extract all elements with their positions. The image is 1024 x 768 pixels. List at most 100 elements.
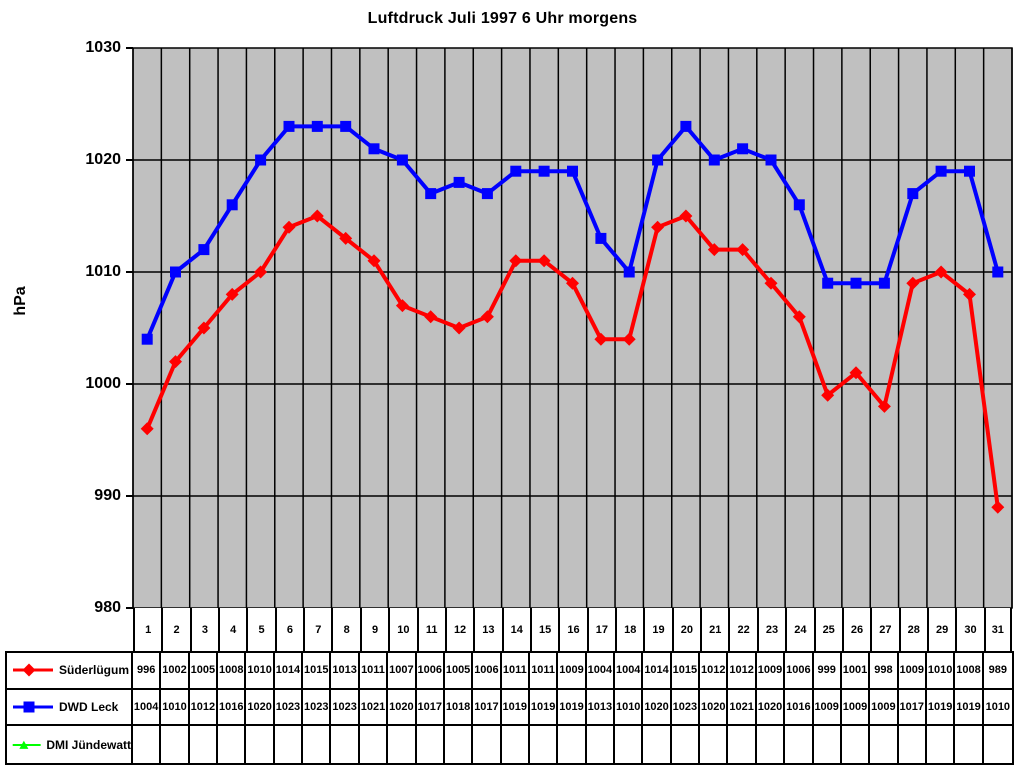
table-value-cell: 1019 [529,689,559,727]
table-value-cell: 1019 [955,689,984,727]
table-value-cell: 1013 [586,689,616,727]
marker-square [992,266,1004,278]
table-value-cell: 1012 [189,689,219,727]
marker-diamond [849,366,863,380]
x-axis-day-label: 8 [331,608,359,651]
table-value-cell [814,726,842,763]
x-axis-day-label: 14 [501,608,530,651]
marker-square [680,120,692,132]
marker-square [510,165,522,177]
marker-square [623,266,635,278]
x-axis-day-label: 24 [785,608,813,651]
marker-diamond [282,220,296,234]
table-value-cell: 1004 [586,653,616,690]
marker-square [935,165,947,177]
marker-square [396,154,408,166]
table-value-cell: 1007 [388,653,417,690]
marker-square [170,266,181,278]
table-value-cell: 989 [983,653,1012,690]
marker-square [907,188,919,200]
marker-square [708,154,720,166]
series-name: Süderlügum [59,663,130,678]
marker-square [878,277,890,289]
series-name: DWD Leck [59,699,119,714]
y-tick-label: 1030 [85,39,121,56]
marker-diamond [22,663,36,677]
table-value-cell: 1010 [246,653,275,690]
marker-diamond [197,321,211,335]
x-axis-day-label: 2 [161,608,189,651]
series-name: DMI Jündewatt [46,737,131,752]
marker-diamond [395,299,409,313]
table-value-cell: 1006 [416,653,445,690]
x-axis-day-label: 7 [303,608,331,651]
marker-diamond [424,310,438,324]
marker-square [793,199,805,211]
y-tick-label: 980 [94,599,121,616]
marker-diamond [679,209,693,223]
marker-square [595,232,607,244]
marker-diamond [509,254,523,268]
x-axis-day-label: 23 [756,608,785,651]
y-tick-label: 1000 [85,375,121,392]
table-value-cell [275,726,304,763]
table-value-cell [360,726,389,763]
table-value-cell [331,726,360,763]
marker-square [453,176,465,188]
x-axis-day-label: 21 [700,608,728,651]
x-axis-day-label: 19 [643,608,671,651]
table-value-cell: 1013 [331,653,360,690]
table-value-cell: 1014 [643,653,672,690]
legend-item: Süderlügum [7,653,133,690]
table-value-cell: 1009 [841,689,871,727]
table-value-cell: 1019 [558,689,587,727]
marker-square [850,277,862,289]
table-value-cell: 1020 [756,689,786,727]
marker-square [964,165,975,177]
table-value-cell: 1017 [473,689,502,727]
table-value-cell [700,726,729,763]
table-value-cell: 1017 [416,689,445,727]
marker-diamond [651,220,665,234]
table-value-cell: 1005 [444,653,474,690]
plot-area [133,48,1012,608]
y-tick-label: 990 [94,487,121,504]
marker-diamond [736,243,750,257]
table-value-cell [728,726,757,763]
table-value-cell [417,726,445,763]
marker-square [141,333,153,345]
marker-square [737,143,749,155]
x-axis-day-label: 28 [898,608,927,651]
table-value-cell: 1001 [841,653,871,690]
table-value-cell [672,726,701,763]
table-value-cell: 1009 [870,689,899,727]
legend-item: DWD Leck [7,689,133,727]
table-value-cell [388,726,417,763]
table-value-cell [530,726,559,763]
table-value-cell: 1009 [898,653,927,690]
table-value-cell: 1015 [303,653,332,690]
marker-diamond [452,321,466,335]
table-value-cell: 1006 [473,653,502,690]
table-value-cell: 1017 [898,689,927,727]
table-value-cell: 1009 [813,689,842,727]
table-value-cell [615,726,644,763]
series-marker-icon [12,740,41,749]
table-value-cell: 999 [813,653,842,690]
x-axis-day-label: 30 [955,608,983,651]
marker-triangle [19,740,29,749]
marker-square [255,154,267,166]
x-axis-day-label: 17 [586,608,615,651]
table-value-cell: 1015 [671,653,701,690]
chart-plot [126,47,1013,609]
x-axis-day-label: 9 [359,608,388,651]
x-axis-day-label: 11 [416,608,445,651]
table-value-cell: 1008 [955,653,984,690]
x-axis-day-label: 25 [813,608,842,651]
marker-diamond [169,355,182,369]
x-axis-day-label: 27 [870,608,898,651]
table-value-cell [842,726,871,763]
table-value-cell: 1010 [983,690,1012,727]
series-marker-icon [13,663,53,677]
table-value-cell [246,726,275,763]
